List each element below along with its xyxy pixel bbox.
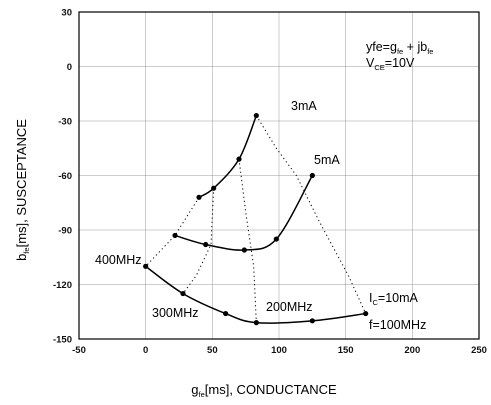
x-axis-title: gfe[ms], CONDUCTANCE [191, 382, 337, 399]
x-tick-label: 250 [471, 345, 487, 356]
current-curves [145, 115, 366, 324]
data-point [253, 112, 259, 119]
grid [78, 11, 480, 340]
y-tick-label: -120 [53, 280, 72, 291]
y-tick-label: -150 [53, 335, 72, 346]
frequency-line [238, 159, 257, 323]
data-point [203, 241, 209, 248]
x-tick-labels: -50 0 50 100 150 200 250 [72, 345, 487, 356]
data-point [172, 232, 178, 239]
x-tick-label: 50 [207, 345, 218, 356]
label-3mA: 3mA [291, 99, 317, 113]
series-line [174, 175, 313, 251]
legend-line-2: VCE=10V [366, 56, 415, 72]
label-300MHz: 300MHz [152, 306, 199, 320]
y-tick-label: -90 [58, 226, 72, 237]
y-tick-label: 0 [67, 62, 72, 73]
y-axis-title: bfe[ms], SUSCEPTANCE [14, 119, 31, 261]
data-point [241, 247, 247, 253]
label-5mA: 5mA [314, 153, 340, 167]
data-point [180, 290, 186, 297]
legend-line-1: yfe=gfe + jbfe [366, 40, 433, 56]
y-tick-label: -60 [58, 171, 72, 182]
x-tick-label: 200 [404, 345, 420, 356]
data-point [196, 194, 202, 200]
data-point [236, 156, 242, 162]
y-tick-labels: 30 0 -30 -60 -90 -120 -150 [53, 8, 72, 346]
x-tick-label: -50 [72, 345, 86, 356]
data-point [363, 310, 369, 317]
series-line [198, 115, 258, 198]
frequency-lines [145, 115, 367, 323]
x-tick-label: 0 [143, 345, 148, 356]
y-tick-label: -30 [58, 117, 72, 128]
data-point [211, 185, 217, 191]
data-point [143, 263, 149, 269]
data-point [223, 310, 229, 317]
data-point [309, 172, 315, 179]
x-tick-label: 150 [338, 345, 354, 356]
label-ic-10mA: IC=10mA [369, 291, 419, 307]
x-tick-label: 100 [271, 345, 287, 356]
data-point [273, 236, 279, 242]
frequency-line [182, 188, 215, 294]
y-tick-label: 30 [61, 8, 72, 19]
plot-frame [78, 11, 480, 340]
frequency-line [255, 115, 367, 314]
label-400MHz: 400MHz [95, 253, 142, 267]
label-200MHz: 200MHz [266, 300, 313, 314]
frequency-line [145, 197, 200, 267]
label-100MHz: f=100MHz [369, 318, 426, 332]
data-point [253, 320, 259, 326]
data-point [309, 318, 315, 324]
series-line [145, 265, 366, 324]
data-points [143, 112, 369, 326]
